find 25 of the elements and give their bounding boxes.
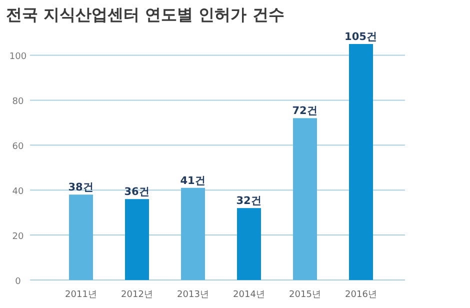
bar (69, 194, 93, 280)
data-label: 72건 (292, 105, 318, 118)
y-tick-label: 0 (15, 277, 22, 287)
x-tick-label: 2012년 (121, 290, 153, 300)
x-tick-label: 2016년 (345, 290, 377, 300)
y-tick-label: 80 (12, 97, 24, 108)
data-label: 105건 (344, 31, 378, 43)
chart-title: 전국 지식산업센터 연도별 인허가 건수 (6, 5, 284, 24)
y-tick-label: 60 (12, 142, 24, 152)
data-label: 38건 (68, 182, 94, 194)
data-label: 36건 (124, 186, 150, 198)
data-label: 32건 (236, 195, 262, 208)
y-tick-label: 100 (9, 52, 27, 62)
data-label: 41건 (180, 174, 206, 187)
bar (293, 118, 317, 280)
y-tick-label: 20 (12, 232, 24, 242)
x-tick-label: 2011년 (65, 290, 97, 300)
x-tick-label: 2015년 (289, 290, 321, 300)
x-tick-label: 2014년 (233, 290, 265, 300)
bar (125, 199, 149, 280)
x-tick-label: 2013년 (177, 290, 209, 300)
bar (181, 188, 205, 280)
bar (349, 44, 373, 280)
y-tick-label: 40 (12, 187, 24, 198)
bar (237, 208, 261, 280)
